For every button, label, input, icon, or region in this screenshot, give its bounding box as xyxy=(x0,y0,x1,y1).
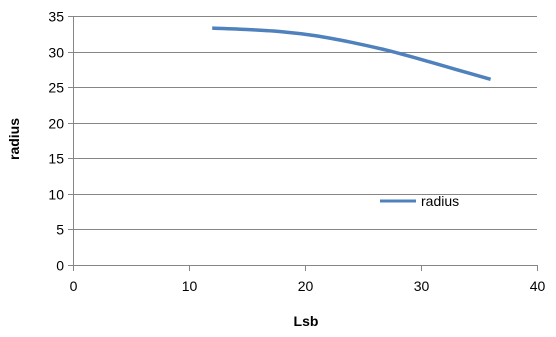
y-tick-label-0: 0 xyxy=(56,258,64,274)
y-tick-label-5: 5 xyxy=(56,222,64,238)
y-tick-label-10: 10 xyxy=(48,187,64,203)
legend-label-radius: radius xyxy=(421,193,459,209)
y-tick-label-30: 30 xyxy=(48,45,64,61)
y-tick-labels: 0 5 10 15 20 25 30 35 xyxy=(48,9,64,274)
x-tick-label-10: 10 xyxy=(182,278,198,294)
series xyxy=(212,28,491,79)
x-tick-label-40: 40 xyxy=(530,278,546,294)
x-axis-title: Lsb xyxy=(294,313,319,329)
x-tick-labels: 0 10 20 30 40 xyxy=(70,278,546,294)
grid-lines xyxy=(73,17,537,230)
y-tick-label-25: 25 xyxy=(48,80,64,96)
x-tick-label-30: 30 xyxy=(414,278,430,294)
series-line-radius xyxy=(212,28,490,79)
x-tick-label-0: 0 xyxy=(70,278,78,294)
y-tick-label-20: 20 xyxy=(48,116,64,132)
legend: radius xyxy=(380,193,459,209)
axes xyxy=(68,16,538,271)
y-tick-label-15: 15 xyxy=(48,151,64,167)
y-tick-label-35: 35 xyxy=(48,9,64,25)
y-axis-title: radius xyxy=(6,118,22,160)
x-tick-label-20: 20 xyxy=(298,278,314,294)
